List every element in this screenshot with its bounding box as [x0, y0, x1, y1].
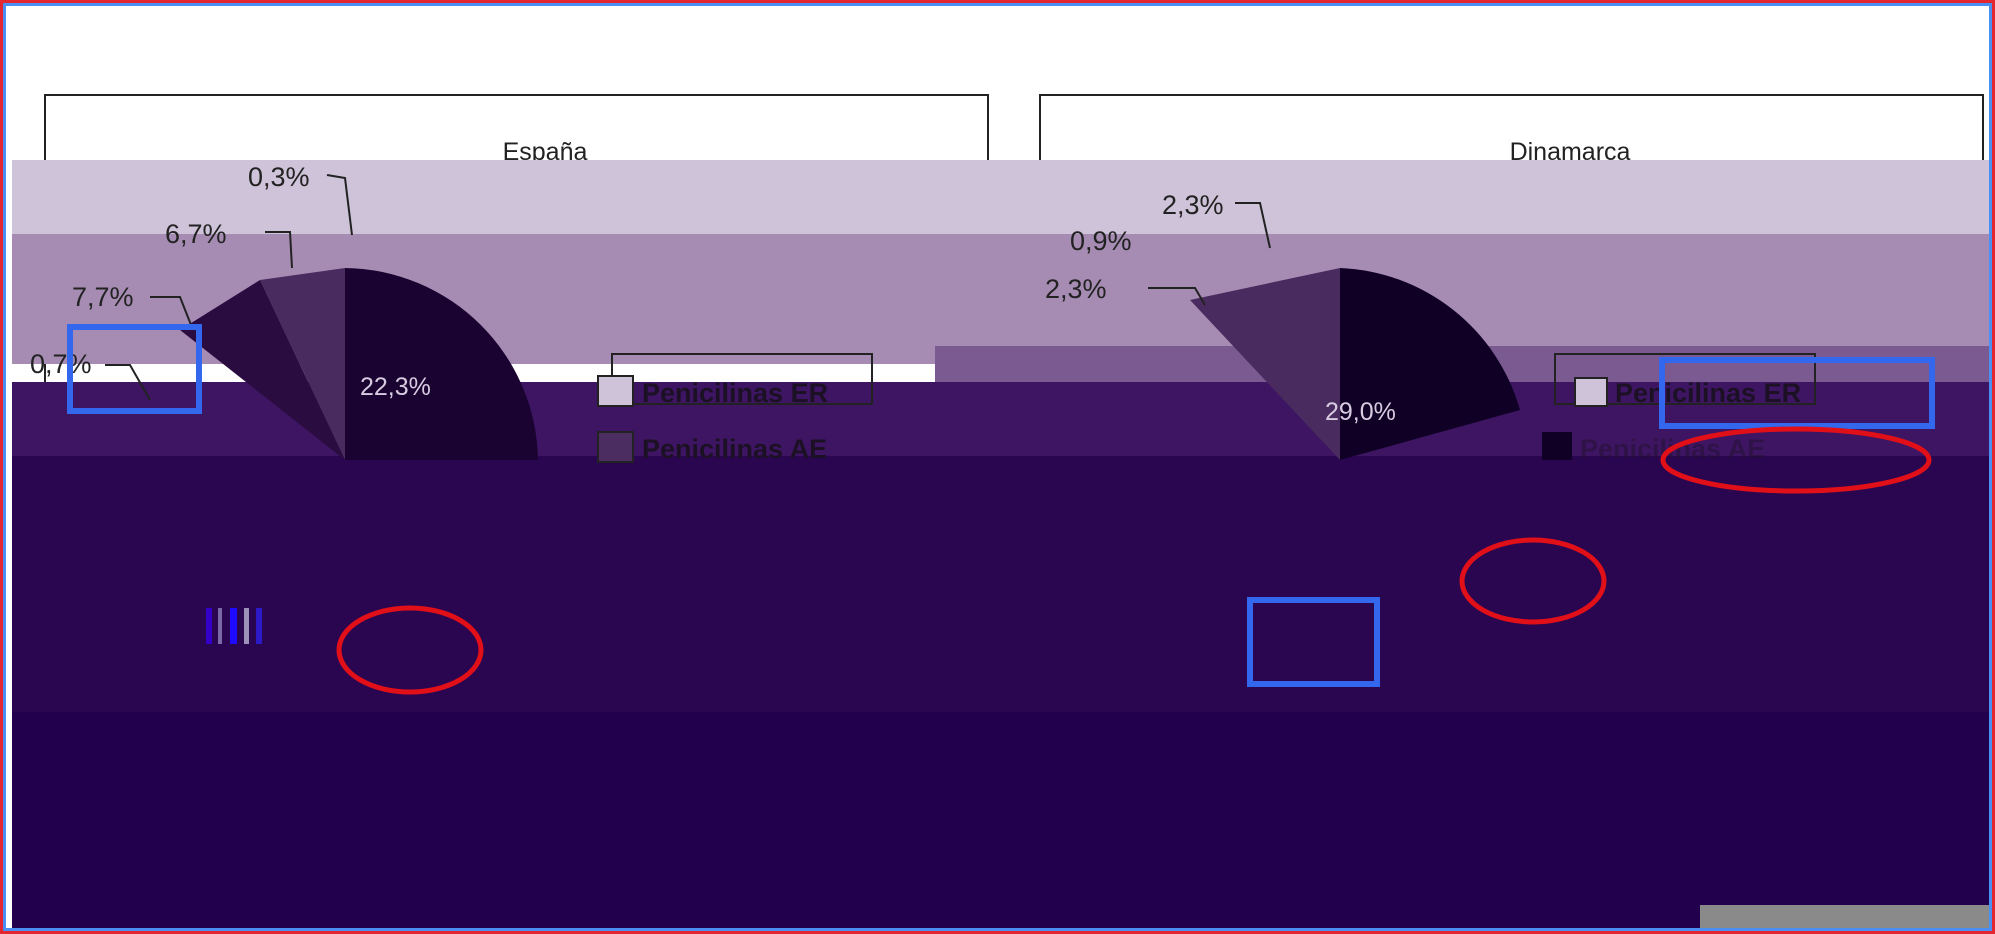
glitch-band-1: [12, 160, 1995, 238]
legend-denmark-item-0: Penicilinas ER: [1615, 378, 1801, 408]
slice-label-denmark-0: 2,3%: [1162, 190, 1224, 220]
slice-label-denmark-3: 29,0%: [1325, 398, 1396, 426]
legend-denmark-swatch-1: [1542, 432, 1572, 460]
legend-spain-swatch-1: [597, 431, 634, 463]
annotation-box-1: [67, 324, 202, 414]
glitch-gray-strip: [1700, 905, 1995, 934]
pie-denmark-main-wedge: [1340, 268, 1520, 460]
slice-label-denmark-1: 0,9%: [1070, 226, 1132, 256]
legend-spain-item-1: Penicilinas AE: [642, 434, 827, 464]
slice-label-spain-1: 6,7%: [165, 219, 227, 249]
pie-spain-wedge-2: [260, 268, 345, 460]
slice-label-spain-0: 0,3%: [248, 162, 310, 192]
legend-spain-swatch-0: [597, 375, 634, 407]
legend-denmark-swatch-0: [1574, 377, 1608, 407]
glitch-band-5: [12, 456, 1995, 718]
annotation-circle-2: [1459, 537, 1607, 625]
pie-denmark-wedge-2: [1190, 268, 1340, 460]
glitch-bars: [206, 608, 262, 644]
annotation-box-3: [1247, 597, 1380, 687]
legend-denmark-box: [1554, 353, 1816, 405]
legend-spain-item-0: Penicilinas ER: [642, 378, 828, 408]
pie-spain-wedge-3: [180, 280, 345, 460]
annotation-box-2: [1659, 357, 1935, 429]
slice-label-spain-3: 0,7%: [30, 349, 92, 379]
annotation-circle-3: [1660, 426, 1932, 494]
glitch-band-6: [12, 712, 1995, 934]
slice-label-spain-2: 7,7%: [72, 282, 134, 312]
leader-lines: [105, 174, 1271, 401]
annotation-circle-1: [336, 605, 484, 695]
slice-label-spain-4: 22,3%: [360, 373, 431, 401]
pie-spain-main-wedge: [345, 268, 538, 460]
slice-label-denmark-2: 2,3%: [1045, 274, 1107, 304]
